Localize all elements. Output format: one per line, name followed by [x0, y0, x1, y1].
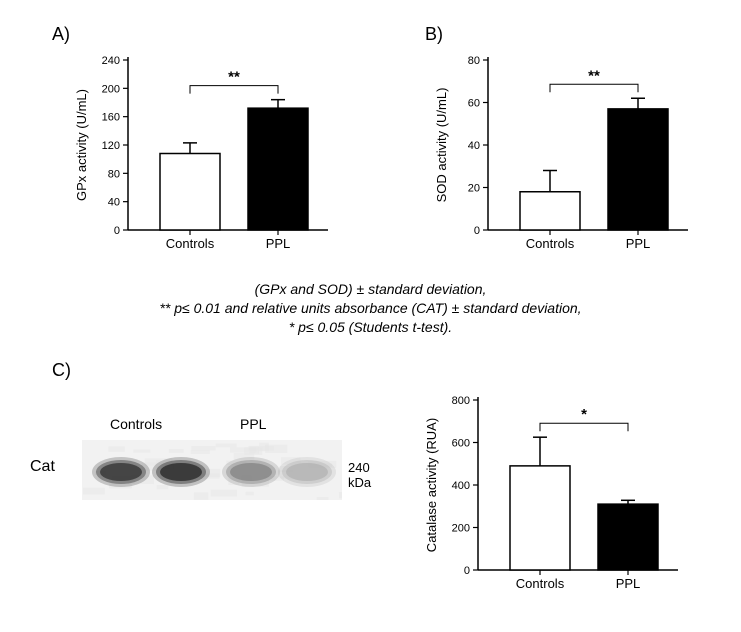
svg-text:800: 800	[452, 395, 470, 407]
svg-text:20: 20	[468, 183, 480, 195]
svg-text:240: 240	[102, 55, 120, 67]
panel-label-a: A)	[52, 24, 70, 45]
panel-label-c: C)	[52, 360, 71, 381]
western-blot-panel: Cat Controls PPL 240 kDa	[30, 400, 390, 530]
blot-header-ppl: PPL	[240, 416, 266, 432]
svg-text:60: 60	[468, 98, 480, 110]
svg-text:Controls: Controls	[516, 576, 565, 591]
svg-text:0: 0	[114, 225, 120, 237]
svg-text:*: *	[581, 406, 587, 423]
svg-text:GPx activity (U/mL): GPx activity (U/mL)	[74, 89, 89, 201]
svg-text:PPL: PPL	[266, 236, 291, 251]
svg-text:Catalase activity (RUA): Catalase activity (RUA)	[424, 418, 439, 552]
svg-text:40: 40	[468, 140, 480, 152]
blot-image	[82, 440, 342, 500]
caption-line-3: * p≤ 0.05 (Students t-test).	[0, 318, 741, 337]
svg-text:80: 80	[468, 55, 480, 67]
svg-text:SOD activity (U/mL): SOD activity (U/mL)	[434, 88, 449, 203]
svg-text:Controls: Controls	[166, 236, 215, 251]
svg-text:80: 80	[108, 168, 120, 180]
svg-text:120: 120	[102, 140, 120, 152]
svg-text:0: 0	[474, 225, 480, 237]
svg-text:40: 40	[108, 197, 120, 209]
svg-text:**: **	[228, 69, 240, 86]
svg-text:160: 160	[102, 112, 120, 124]
svg-text:600: 600	[452, 438, 470, 450]
svg-text:400: 400	[452, 480, 470, 492]
svg-text:PPL: PPL	[616, 576, 641, 591]
caption-line-2: ** p≤ 0.01 and relative units absorbance…	[0, 299, 741, 318]
figure-caption: (GPx and SOD) ± standard deviation, ** p…	[0, 280, 741, 337]
blot-size-label: 240 kDa	[348, 460, 390, 490]
gpx-bar-chart: 0 40 80 120 160 200 240 GPx activity (U/mL) Cont…	[70, 40, 360, 270]
blot-protein-label: Cat	[30, 458, 55, 476]
catalase-bar-chart: 0 200 400 600 800 Catalase activity (RUA) Cont…	[420, 380, 720, 620]
svg-text:PPL: PPL	[626, 236, 651, 251]
svg-text:**: **	[588, 67, 600, 84]
svg-text:200: 200	[452, 523, 470, 535]
caption-line-1: (GPx and SOD) ± standard deviation,	[0, 280, 741, 299]
blot-header-controls: Controls	[110, 416, 162, 432]
svg-text:Controls: Controls	[526, 236, 575, 251]
svg-text:200: 200	[102, 83, 120, 95]
sod-bar-chart: 0 20 40 60 80 SOD activity (U/mL) Controls PPL *…	[430, 40, 720, 270]
svg-text:0: 0	[464, 565, 470, 577]
